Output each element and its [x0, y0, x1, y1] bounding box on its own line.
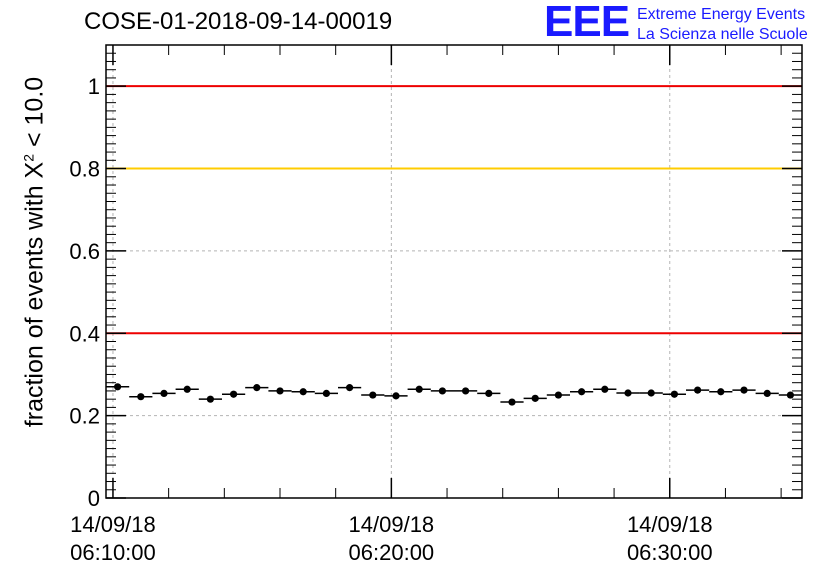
data-point [578, 388, 586, 396]
data-point [230, 390, 238, 398]
data-point [670, 390, 679, 398]
chart-title: COSE-01-2018-09-14-00019 [84, 8, 393, 35]
data-point [299, 388, 307, 396]
data-point [276, 387, 284, 395]
y-axis-label-superscript: 2 [20, 153, 37, 162]
data-point [322, 389, 330, 397]
y-tick-label: 0.8 [69, 157, 100, 182]
y-tick-label: 1 [88, 74, 100, 99]
data-point [601, 385, 609, 393]
y-tick-label: 0.4 [69, 321, 100, 346]
data-point [114, 383, 122, 391]
data-point [554, 391, 563, 399]
data-points [106, 383, 802, 406]
data-point [624, 389, 632, 397]
logo-tagline-1: Extreme Energy Events [637, 6, 806, 23]
data-point [531, 394, 539, 402]
data-point [717, 388, 725, 396]
data-point [786, 391, 795, 399]
data-point [183, 385, 191, 393]
data-point [694, 386, 702, 394]
y-tick-label: 0.6 [69, 239, 100, 264]
x-tick-label-time: 06:10:00 [70, 540, 156, 565]
data-point [740, 386, 748, 394]
plot-frame [105, 44, 803, 499]
data-point [647, 389, 655, 397]
eee-logo: EEE Extreme Energy Events La Scienza nel… [544, 0, 824, 46]
reference-lines [106, 85, 802, 335]
data-point [369, 391, 377, 399]
axes [105, 44, 803, 499]
data-point [392, 392, 400, 400]
data-point [206, 395, 214, 403]
data-point [137, 393, 145, 401]
y-axis-label: fraction of events with X2 < 10.0 [20, 77, 49, 427]
x-tick-label-time: 06:30:00 [627, 540, 713, 565]
data-point [462, 387, 470, 395]
x-tick-label-date: 14/09/18 [70, 512, 156, 537]
data-point [763, 389, 771, 397]
data-point [438, 387, 446, 395]
eee-logo-mark: EEE [544, 0, 630, 46]
data-point [253, 384, 261, 392]
logo-tagline-2: La Scienza nelle Scuole [637, 26, 808, 43]
y-axis-label-suffix: < 10.0 [20, 76, 49, 154]
data-point [415, 385, 423, 393]
grid-lines [106, 45, 802, 498]
data-point [346, 384, 354, 392]
tick-labels: 0 0.2 0.4 0.6 0.8 1 14/09/18 06:10:00 14/09/18 06… [69, 74, 712, 565]
x-tick-label-date: 14/09/18 [349, 512, 435, 537]
y-axis-label-prefix: fraction of events with [20, 178, 49, 428]
data-point [160, 389, 168, 397]
x-tick-label-time: 06:20:00 [349, 540, 435, 565]
y-axis-label-chi: X [20, 161, 49, 179]
data-point [508, 398, 516, 406]
y-tick-label: 0.2 [69, 404, 100, 429]
x-tick-label-date: 14/09/18 [627, 512, 713, 537]
y-tick-label: 0 [88, 486, 100, 511]
data-point [485, 389, 493, 397]
